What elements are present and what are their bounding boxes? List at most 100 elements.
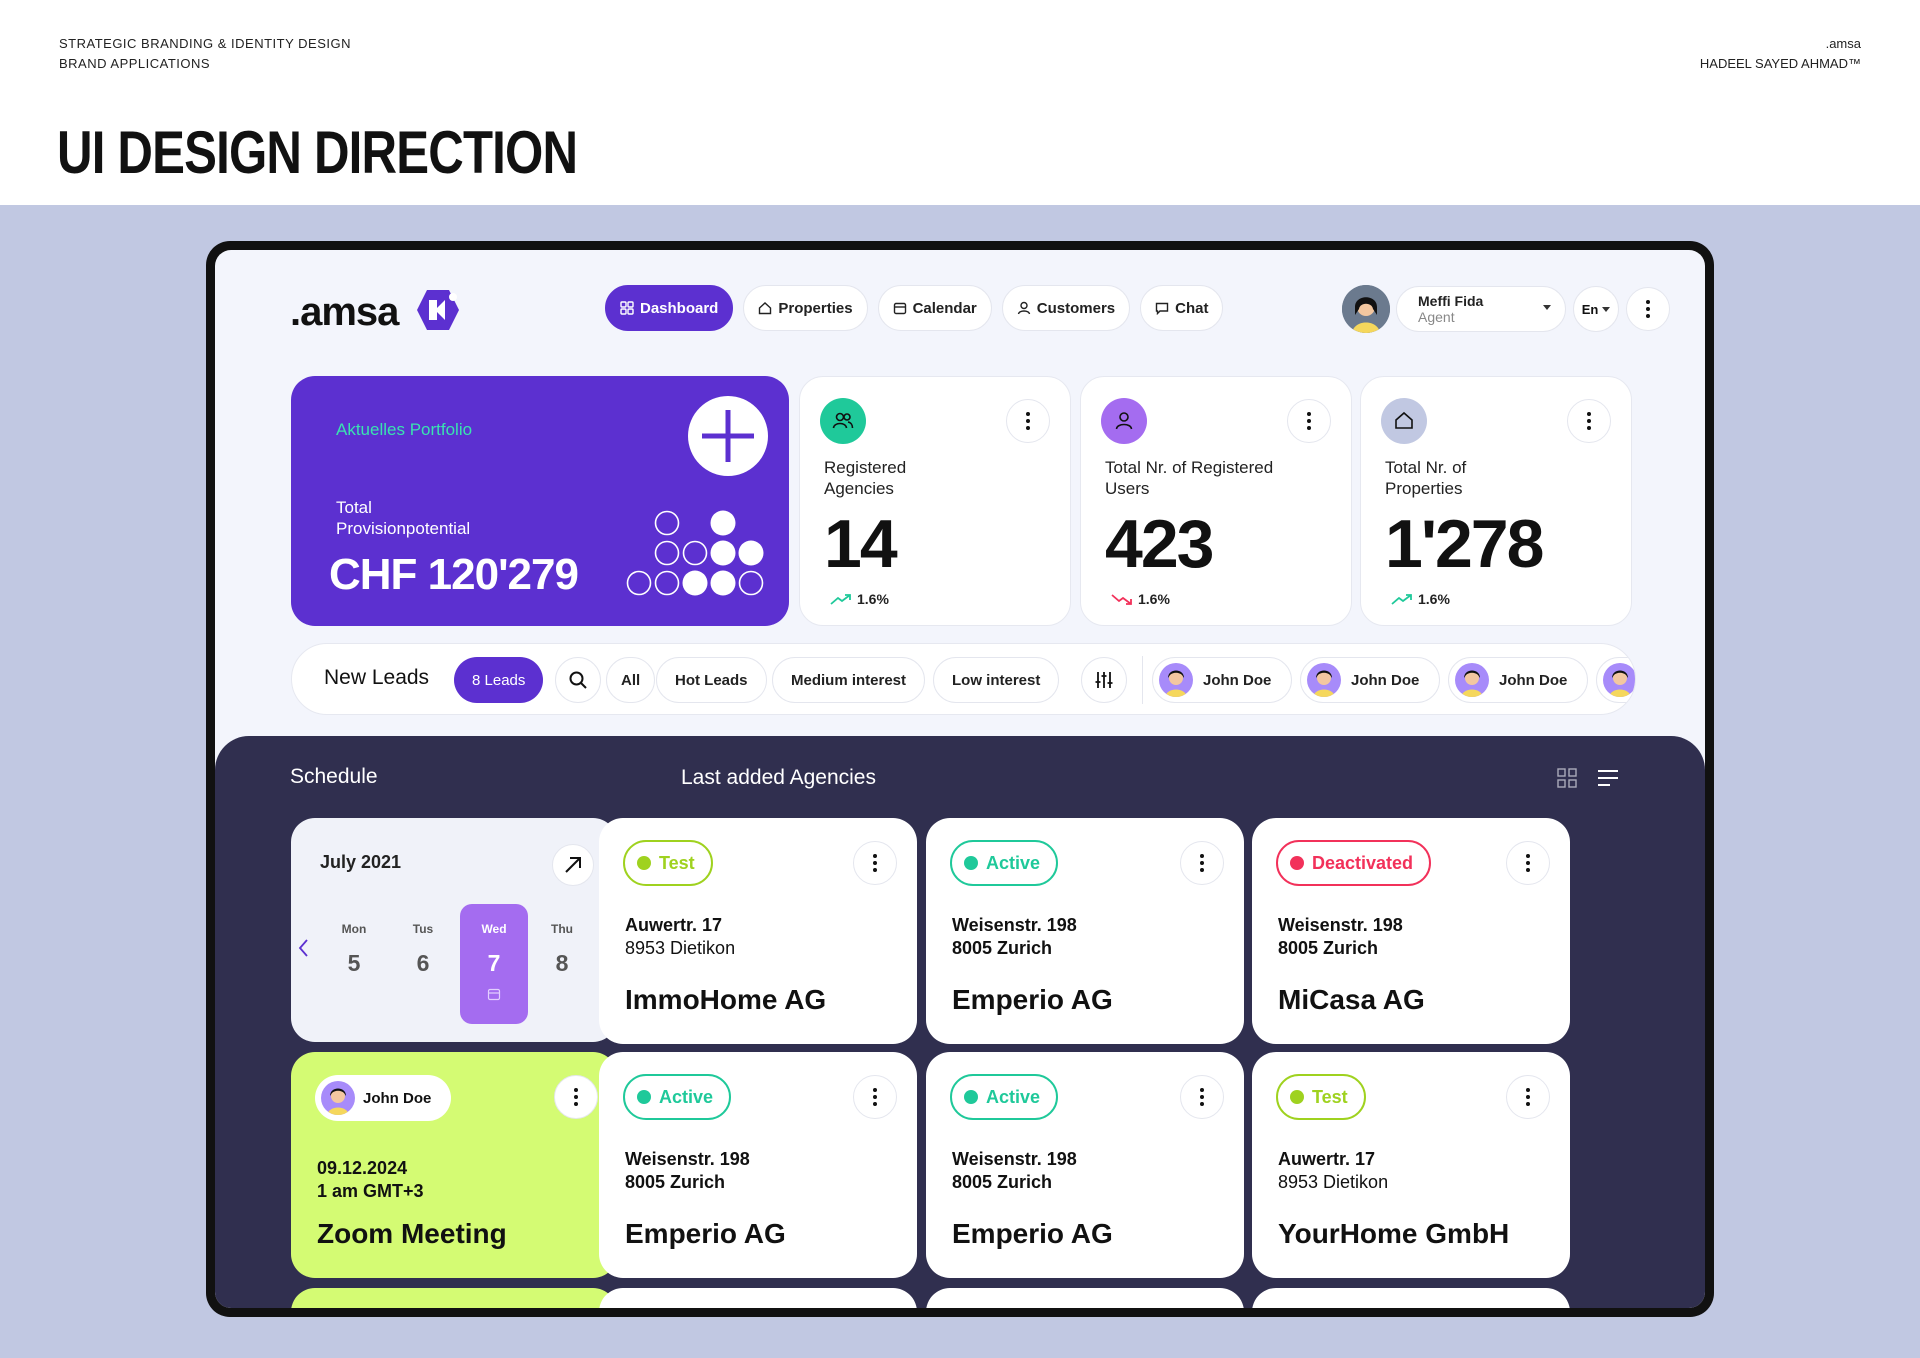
chevron-down-icon (1543, 305, 1551, 310)
nav-dashboard[interactable]: Dashboard (605, 285, 734, 331)
dot (873, 1102, 877, 1106)
agency-card[interactable]: Test Auwertr. 17 8953 Dietikon YourHome G… (1252, 1052, 1570, 1278)
dot (873, 854, 877, 858)
calendar-icon (487, 988, 501, 1001)
agency-card-partial[interactable] (1252, 1288, 1570, 1308)
open-calendar-button[interactable] (552, 844, 594, 886)
calendar-day-selected[interactable]: Wed 7 (460, 904, 528, 1024)
filter-hot-leads[interactable]: Hot Leads (656, 657, 767, 703)
lead-name: John Doe (1203, 671, 1272, 689)
filter-medium-interest[interactable]: Medium interest (772, 657, 926, 703)
language-selector[interactable]: En (1573, 286, 1619, 332)
agency-name: Emperio AG (952, 1218, 1113, 1249)
more-options-button[interactable] (1506, 1075, 1550, 1119)
dot (1646, 307, 1650, 311)
filter-settings-button[interactable] (1081, 657, 1127, 703)
stat-card-properties[interactable]: Total Nr. of Properties 1'278 1.6% (1360, 376, 1632, 626)
stat-trend: 1.6% (830, 591, 889, 607)
search-button[interactable] (555, 657, 601, 703)
user-name: Meffi Fida (1418, 293, 1484, 309)
more-options-button[interactable] (1006, 399, 1050, 443)
meeting-card[interactable]: John Doe 09.12.2024 1 am GMT+3 Zoom Meet… (291, 1052, 617, 1278)
portfolio-card[interactable]: Aktuelles Portfolio Total Provisionpoten… (291, 376, 789, 626)
lead-person-chip[interactable]: John Doe (1152, 657, 1293, 703)
agency-card-partial[interactable] (926, 1288, 1244, 1308)
agency-card[interactable]: Test Auwertr. 17 8953 Dietikon ImmoHome A… (599, 818, 917, 1044)
day-number: 7 (487, 950, 501, 976)
status-badge: Deactivated (1276, 840, 1432, 886)
avatar[interactable] (1342, 285, 1390, 333)
agency-card[interactable]: Deactivated Weisenstr. 198 8005 Zurich Mi… (1252, 818, 1570, 1044)
nav-label: Calendar (912, 299, 977, 317)
search-icon (569, 671, 587, 689)
avatar (1455, 663, 1489, 697)
dot (873, 861, 877, 865)
more-options-button[interactable] (853, 1075, 897, 1119)
trend-up-icon (830, 594, 851, 605)
more-options-button[interactable] (1506, 841, 1550, 885)
portfolio-value: CHF 120'279 (329, 550, 579, 599)
meeting-person-chip[interactable]: John Doe (315, 1075, 452, 1121)
nav-label: Chat (1175, 299, 1209, 317)
calendar-day[interactable]: Mon 5 (321, 904, 387, 1024)
filter-low-interest[interactable]: Low interest (933, 657, 1060, 703)
user-selector[interactable]: Meffi Fida Agent (1396, 286, 1566, 332)
dot (1200, 861, 1204, 865)
dot (1200, 1088, 1204, 1092)
leads-count-badge[interactable]: 8 Leads (454, 657, 544, 703)
lead-person-chip[interactable]: John Doe (1300, 657, 1441, 703)
dot (1526, 868, 1530, 872)
status-dot (1290, 1090, 1304, 1104)
agency-address: Auwertr. 17 8953 Dietikon (1278, 1148, 1388, 1194)
presentation-header: Strategic Branding & Identity Design Bra… (0, 0, 1920, 205)
agency-street: Auwertr. 17 (625, 915, 723, 935)
stat-card-agencies[interactable]: Registered Agencies 14 1.6% (799, 376, 1071, 626)
chevron-left-icon[interactable] (297, 938, 311, 958)
app-logo[interactable]: .amsa (290, 290, 399, 334)
agency-card-partial[interactable] (599, 1288, 917, 1308)
list-view-icon[interactable] (1597, 768, 1619, 788)
more-options-button[interactable] (1626, 287, 1670, 331)
grid-view-icon[interactable] (1557, 768, 1577, 788)
agency-card[interactable]: Active Weisenstr. 198 8005 Zurich Emperio… (926, 818, 1244, 1044)
calendar-day[interactable]: Thu 8 (529, 904, 595, 1024)
stat-card-users[interactable]: Total Nr. of Registered Users 423 1.6% (1080, 376, 1352, 626)
filter-all[interactable]: All (606, 657, 656, 703)
more-options-button[interactable] (1567, 399, 1611, 443)
nav-chat[interactable]: Chat (1140, 285, 1224, 331)
dot (1307, 412, 1311, 416)
day-number: 6 (416, 950, 430, 976)
stat-label: Registered Agencies (824, 458, 907, 498)
agency-card[interactable]: Active Weisenstr. 198 8005 Zurich Emperio… (599, 1052, 917, 1278)
more-options-button[interactable] (1287, 399, 1331, 443)
more-options-button[interactable] (554, 1075, 598, 1119)
avatar (1159, 663, 1193, 697)
lead-person-chip[interactable] (1596, 657, 1635, 703)
meta-right: .amsa HADEEL SAYED AHMAD™ (1700, 34, 1861, 74)
meta-line: Strategic Branding & Identity Design (59, 36, 351, 51)
nav-properties[interactable]: Properties (743, 285, 868, 331)
more-options-button[interactable] (1180, 1075, 1224, 1119)
meeting-person-name: John Doe (363, 1089, 432, 1107)
meeting-datetime: 09.12.2024 1 am GMT+3 (317, 1157, 424, 1203)
more-options-button[interactable] (853, 841, 897, 885)
agency-city: 8953 Dietikon (625, 938, 736, 958)
lead-person-chip[interactable]: John Doe (1448, 657, 1589, 703)
nav-calendar[interactable]: Calendar (877, 285, 992, 331)
day-number: 5 (347, 950, 361, 976)
more-options-button[interactable] (1180, 841, 1224, 885)
dot (1526, 1102, 1530, 1106)
calendar-month: July 2021 (320, 852, 402, 872)
meeting-card-partial[interactable] (291, 1288, 617, 1308)
chat-icon (1155, 302, 1169, 315)
nav-customers[interactable]: Customers (1001, 285, 1131, 331)
calendar-day[interactable]: Tus 6 (390, 904, 456, 1024)
stat-trend: 1.6% (1111, 591, 1170, 607)
agency-address: Auwertr. 17 8953 Dietikon (625, 914, 735, 960)
add-button[interactable] (688, 396, 768, 476)
user-icon (1101, 398, 1147, 444)
agency-name: MiCasa AG (1278, 984, 1425, 1015)
agency-card[interactable]: Active Weisenstr. 198 8005 Zurich Emperio… (926, 1052, 1244, 1278)
language-label: En (1581, 301, 1599, 317)
agency-city: 8005 Zurich (952, 938, 1053, 958)
